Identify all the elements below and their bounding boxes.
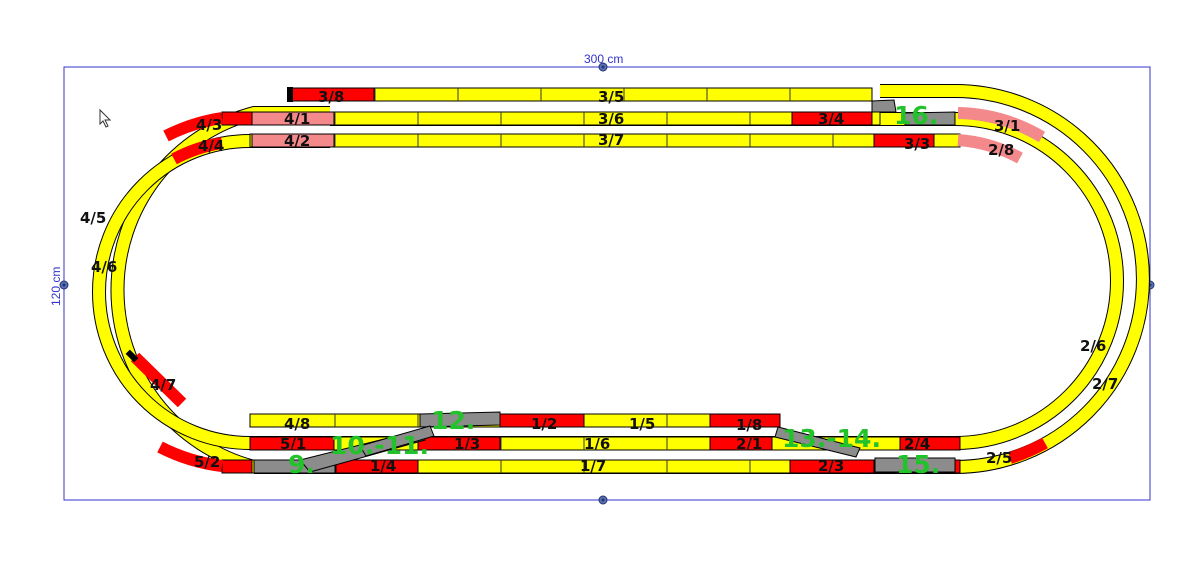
segment-label: 3/1 [994,117,1020,135]
segment-label: 1/4 [370,457,396,475]
segment-label: 4/3 [196,116,222,134]
segment-label: 3/7 [598,131,624,149]
bumper-stop [125,349,139,363]
segment-label: 4/7 [150,376,176,394]
curve-brake-sections[interactable] [957,107,1046,164]
turnouts[interactable] [253,99,956,474]
segment-label: 4/1 [284,110,310,128]
step-label: 16. [894,101,938,130]
mouse-pointer-icon [99,108,112,128]
segment-label: 4/2 [284,132,310,150]
segment-label: 3/5 [598,88,624,106]
segment-label: 1/3 [454,435,480,453]
straight-tracks[interactable] [249,87,961,474]
bumper-stop [287,87,293,102]
segment-label: 2/3 [818,457,844,475]
step-labels: 16. 12. 10.-11. 13.-14. 9. 15. [288,101,940,479]
segment-labels: 3/8 3/5 4/1 3/6 3/4 4/3 4/4 4/2 3/7 3/3 … [80,88,1118,475]
segment-label: 4/5 [80,209,106,227]
segment-label: 5/2 [194,453,220,471]
curve-stop-sections[interactable] [130,112,1048,472]
step-label: 15. [896,450,940,479]
resize-handle-icon[interactable] [59,280,69,290]
resize-handle-icon[interactable] [598,62,608,72]
brake-sections[interactable] [251,111,335,148]
segment-label: 4/8 [284,415,310,433]
segment-label: 4/6 [91,258,117,276]
segment-label: 2/4 [904,435,930,453]
segment-label: 4/4 [198,137,224,155]
segment-label: 2/5 [986,449,1012,467]
segment-label: 2/1 [736,435,762,453]
segment-label: 5/1 [280,435,306,453]
step-label: 9. [288,450,315,479]
step-label: 12. [431,406,475,435]
step-label: 10.-11. [330,431,429,460]
segment-label: 2/6 [1080,337,1106,355]
segment-label: 3/4 [818,110,844,128]
segment-label: 1/2 [531,415,557,433]
segment-label: 2/7 [1092,375,1118,393]
inner-loop-track[interactable] [92,112,1124,450]
resize-handle-icon[interactable] [598,495,608,505]
segment-label: 2/8 [988,141,1014,159]
segment-label: 1/6 [584,435,610,453]
stop-sections[interactable] [221,87,961,474]
segment-label: 1/5 [629,415,655,433]
segment-label: 3/6 [598,110,624,128]
height-dimension-label: 120 cm [49,267,63,306]
segment-label: 3/3 [904,135,930,153]
segment-label: 1/8 [736,416,762,434]
segment-label: 1/7 [580,457,606,475]
width-dimension-label: 300 cm [584,52,623,66]
segment-label: 3/8 [318,88,344,106]
step-label: 13.-14. [782,424,881,453]
